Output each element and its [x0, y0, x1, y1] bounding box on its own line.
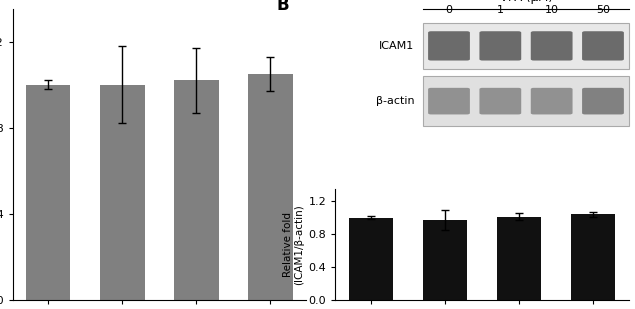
FancyBboxPatch shape: [582, 88, 624, 114]
Text: 50: 50: [596, 5, 610, 15]
FancyBboxPatch shape: [424, 76, 629, 126]
Text: ICAM1: ICAM1: [379, 41, 415, 51]
Bar: [423, 220, 467, 300]
Text: 0: 0: [446, 5, 453, 15]
Y-axis label: Relative fold
(ICAM1/β-actin): Relative fold (ICAM1/β-actin): [283, 204, 304, 285]
Bar: [174, 80, 218, 300]
Text: 1: 1: [497, 5, 504, 15]
Text: β-actin: β-actin: [376, 96, 415, 106]
Bar: [571, 214, 615, 300]
Text: B: B: [277, 0, 290, 14]
Bar: [349, 218, 393, 300]
Bar: [497, 217, 541, 300]
FancyBboxPatch shape: [428, 88, 470, 114]
Text: 10: 10: [545, 5, 559, 15]
FancyBboxPatch shape: [531, 88, 573, 114]
Bar: [100, 85, 145, 300]
Bar: [26, 85, 70, 300]
FancyBboxPatch shape: [424, 23, 629, 69]
FancyBboxPatch shape: [531, 31, 573, 61]
Bar: [248, 74, 293, 300]
FancyBboxPatch shape: [428, 31, 470, 61]
FancyBboxPatch shape: [479, 88, 521, 114]
FancyBboxPatch shape: [479, 31, 521, 61]
Text: VPA (μM): VPA (μM): [500, 0, 552, 4]
FancyBboxPatch shape: [582, 31, 624, 61]
